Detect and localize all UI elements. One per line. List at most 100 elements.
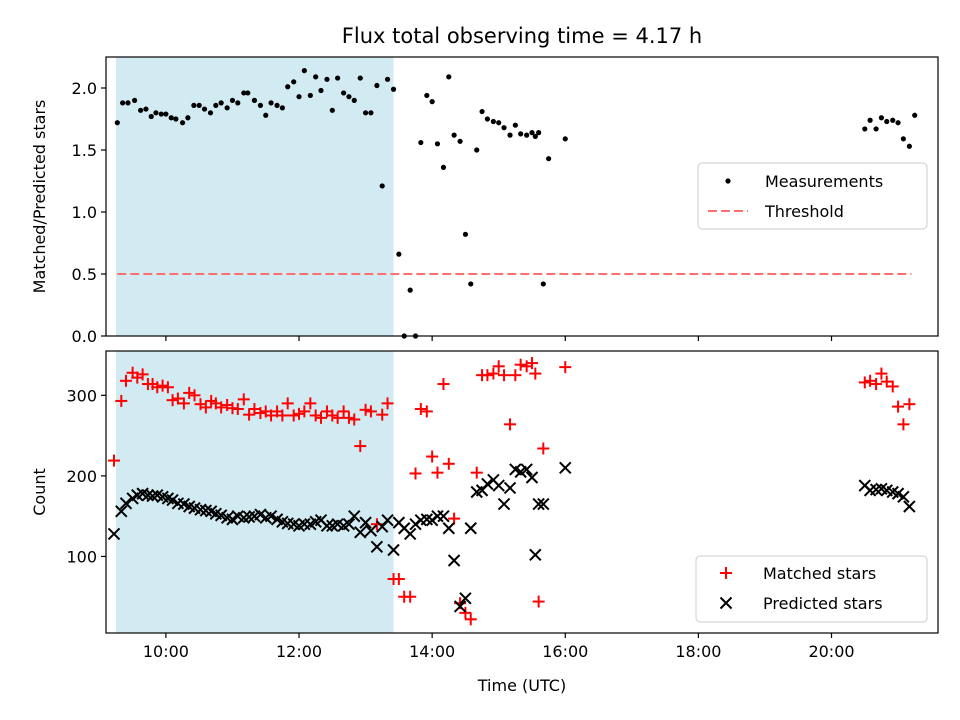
- measurement-point: [285, 84, 291, 90]
- measurement-point: [512, 122, 518, 128]
- matched-point: [348, 413, 361, 426]
- x-stroke-b: [875, 482, 888, 495]
- x-stroke-b: [151, 489, 164, 502]
- measurement-point: [546, 156, 552, 162]
- measurement-point: [301, 68, 307, 74]
- y-axis-label: Count: [30, 468, 49, 516]
- predicted-point: [525, 471, 539, 484]
- matched-point: [309, 409, 322, 422]
- matched-point: [381, 397, 394, 410]
- x-stroke-b: [354, 526, 367, 539]
- measurement-point: [490, 118, 496, 125]
- matched-point: [136, 368, 149, 381]
- legend-box: [697, 162, 928, 230]
- matched-point: [342, 411, 355, 424]
- x-stroke-b: [525, 471, 539, 484]
- predicted-point: [342, 518, 356, 531]
- predicted-point: [453, 600, 467, 613]
- matched-point: [426, 450, 439, 463]
- measurement-point: [251, 97, 258, 103]
- predicted-point: [481, 477, 494, 491]
- measurement-point: [120, 100, 126, 106]
- predicted-point: [387, 543, 400, 557]
- matched-point: [107, 454, 120, 467]
- x-stroke-b: [199, 504, 213, 517]
- matched-point: [254, 407, 267, 420]
- legend-label-measurements: Measurements: [765, 172, 883, 191]
- measurement-point: [536, 130, 542, 136]
- measurement-point: [384, 76, 391, 82]
- matched-point: [314, 411, 327, 424]
- y-tick-label: 0.5: [72, 265, 97, 284]
- matched-point: [437, 378, 450, 391]
- x-stroke-b: [320, 519, 334, 533]
- x-stroke-b: [397, 522, 411, 535]
- measurement-point: [235, 100, 241, 106]
- x-stroke-b: [532, 497, 545, 511]
- measurement-point: [540, 281, 546, 287]
- predicted-point: [537, 497, 550, 511]
- measurement-point: [158, 111, 164, 117]
- measurement-point: [168, 115, 174, 121]
- matched-point: [498, 369, 511, 382]
- shaded-region: [115, 57, 394, 336]
- matched-point: [504, 418, 517, 431]
- measurement-point: [143, 106, 149, 112]
- x-stroke-b: [264, 509, 278, 523]
- legend-predicted-swatch: [719, 596, 733, 610]
- measurement-point: [374, 82, 380, 89]
- x-stroke-b: [314, 513, 328, 527]
- measurement-point: [890, 117, 896, 123]
- x-stroke-b: [281, 517, 294, 530]
- matched-point: [156, 379, 169, 392]
- x-stroke-b: [214, 509, 228, 522]
- legend-label-threshold: Threshold: [764, 202, 844, 221]
- matched-point: [199, 401, 212, 414]
- axes-frame: [105, 56, 939, 337]
- measurement-point: [296, 94, 302, 100]
- y-tick-label: 1.0: [72, 203, 97, 222]
- x-stroke-b: [481, 477, 494, 491]
- measurement-point: [867, 117, 873, 123]
- measurement-point: [357, 75, 363, 81]
- x-stroke-b: [182, 500, 196, 513]
- measurement-point: [191, 102, 197, 108]
- y-tick-label: 200: [66, 467, 97, 486]
- measurement-point: [900, 136, 906, 142]
- legend-label-predicted: Predicted stars: [763, 594, 883, 613]
- measurement-point: [132, 97, 138, 103]
- x-stroke-b: [492, 479, 505, 492]
- x-stroke-b: [141, 489, 155, 502]
- matched-point: [166, 394, 179, 407]
- matched-point: [359, 403, 372, 416]
- matched-point: [431, 466, 444, 479]
- predicted-point: [359, 516, 372, 529]
- measurement-point: [451, 132, 457, 138]
- measurement-point: [229, 97, 236, 103]
- measurement-point: [207, 110, 214, 116]
- measurement-point: [148, 113, 154, 120]
- matched-point: [886, 380, 899, 393]
- y-tick-label: 300: [66, 386, 97, 405]
- predicted-point: [264, 509, 278, 523]
- x-axis-label: Time (UTC): [477, 676, 566, 695]
- measurement-point: [201, 106, 208, 112]
- measurement-point: [912, 112, 918, 118]
- matched-point: [509, 369, 522, 382]
- matched-point: [183, 386, 196, 399]
- x-stroke-b: [276, 515, 289, 529]
- matched-point: [870, 378, 883, 391]
- x-tick-label: 10:00: [143, 642, 189, 661]
- matched-point: [326, 409, 339, 422]
- measurement-point: [457, 138, 463, 144]
- x-stroke-b: [420, 513, 434, 526]
- x-stroke-b: [254, 508, 267, 521]
- measurement-point: [390, 86, 397, 92]
- matched-point: [487, 367, 500, 380]
- x-stroke-b: [348, 509, 361, 523]
- matched-point: [293, 407, 306, 420]
- matched-point: [897, 418, 910, 431]
- matched-point: [376, 408, 389, 421]
- legend-box: [695, 555, 928, 623]
- matched-point: [459, 606, 472, 619]
